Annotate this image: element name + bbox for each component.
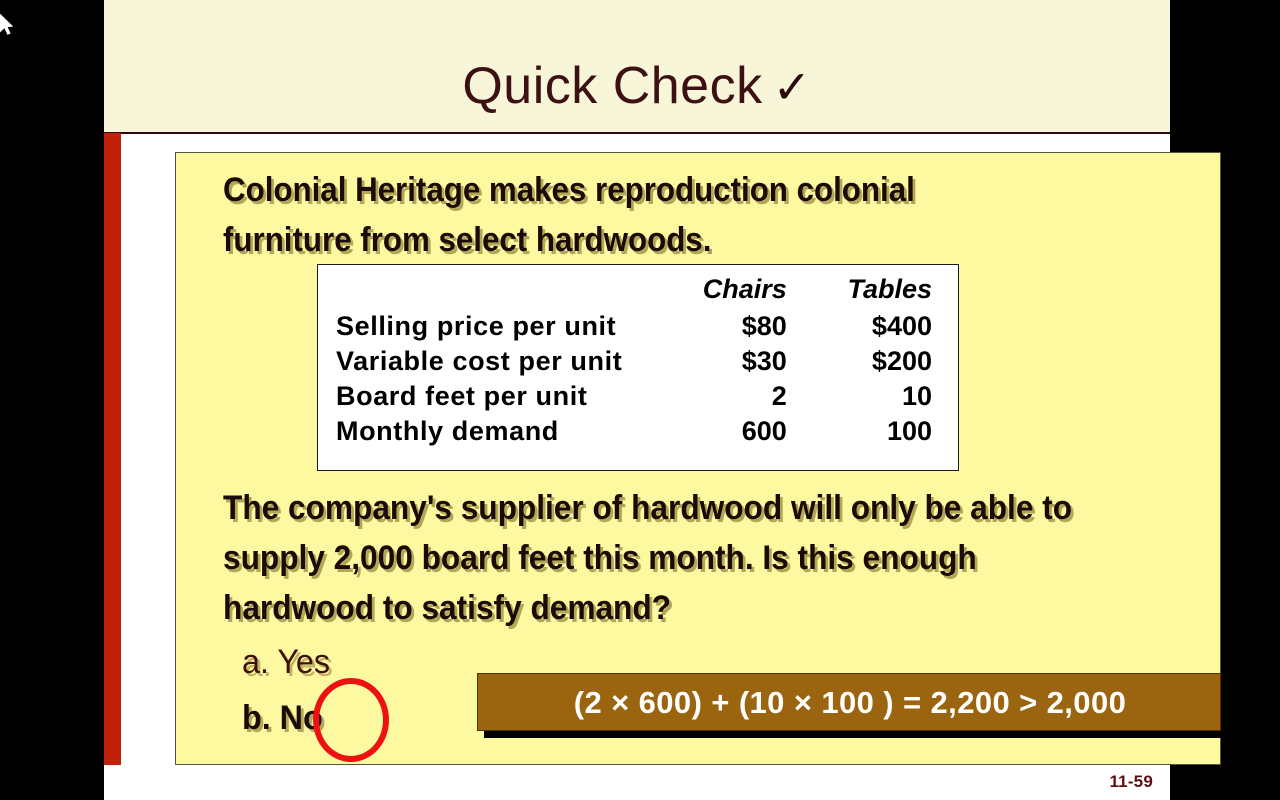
presentation-slide: Quick Check ✓ Colonial Heritage makes rep… [104, 0, 1221, 800]
row-label: Selling price per unit [336, 311, 617, 341]
table-row: Selling price per unit $80 $400 [318, 309, 958, 344]
table-header-row: Chairs Tables [318, 265, 958, 309]
choice-option-b[interactable]: b. No [242, 699, 323, 737]
mouse-cursor-icon [0, 14, 14, 35]
row-label: Board feet per unit [336, 381, 588, 411]
question-paragraph: The company's supplier of hardwood will … [223, 489, 1073, 627]
slide-body-panel: Colonial Heritage makes reproduction col… [175, 152, 1221, 765]
row-value-chairs: $30 [741, 346, 787, 376]
row-value-chairs: 2 [771, 381, 787, 411]
answer-callout-text: (2 × 600) + (10 × 100 ) = 2,200 > 2,000 [573, 685, 1127, 720]
page-title: Quick Check ✓ [104, 56, 1170, 116]
row-value-chairs: $80 [741, 311, 787, 341]
table-row: Monthly demand 600 100 [318, 414, 958, 449]
left-accent-bar [104, 133, 121, 765]
table-header-blank [318, 265, 648, 309]
row-value-tables: 100 [886, 416, 932, 446]
check-mark-icon: ✓ [772, 61, 812, 113]
choice-option-a[interactable]: a. Yes [242, 643, 331, 681]
product-data-table: Chairs Tables Selling price per unit $80… [317, 264, 959, 471]
row-value-tables: 10 [901, 381, 932, 411]
row-value-tables: $400 [871, 311, 932, 341]
table-header-chairs: Chairs [702, 274, 787, 304]
row-label: Monthly demand [336, 416, 559, 446]
row-value-chairs: 600 [741, 416, 787, 446]
page-title-text: Quick Check [462, 57, 763, 115]
table-row: Variable cost per unit $30 $200 [318, 344, 958, 379]
page-number-label: 11-59 [1109, 772, 1153, 791]
table-header-tables: Tables [847, 274, 932, 304]
answer-callout-box: (2 × 600) + (10 × 100 ) = 2,200 > 2,000 [477, 673, 1221, 731]
intro-paragraph: Colonial Heritage makes reproduction col… [223, 171, 915, 259]
answer-highlight-ellipse [313, 678, 389, 762]
slide-header-band: Quick Check ✓ [104, 0, 1170, 134]
row-value-tables: $200 [871, 346, 932, 376]
table-row: Board feet per unit 2 10 [318, 379, 958, 414]
row-label: Variable cost per unit [336, 346, 623, 376]
